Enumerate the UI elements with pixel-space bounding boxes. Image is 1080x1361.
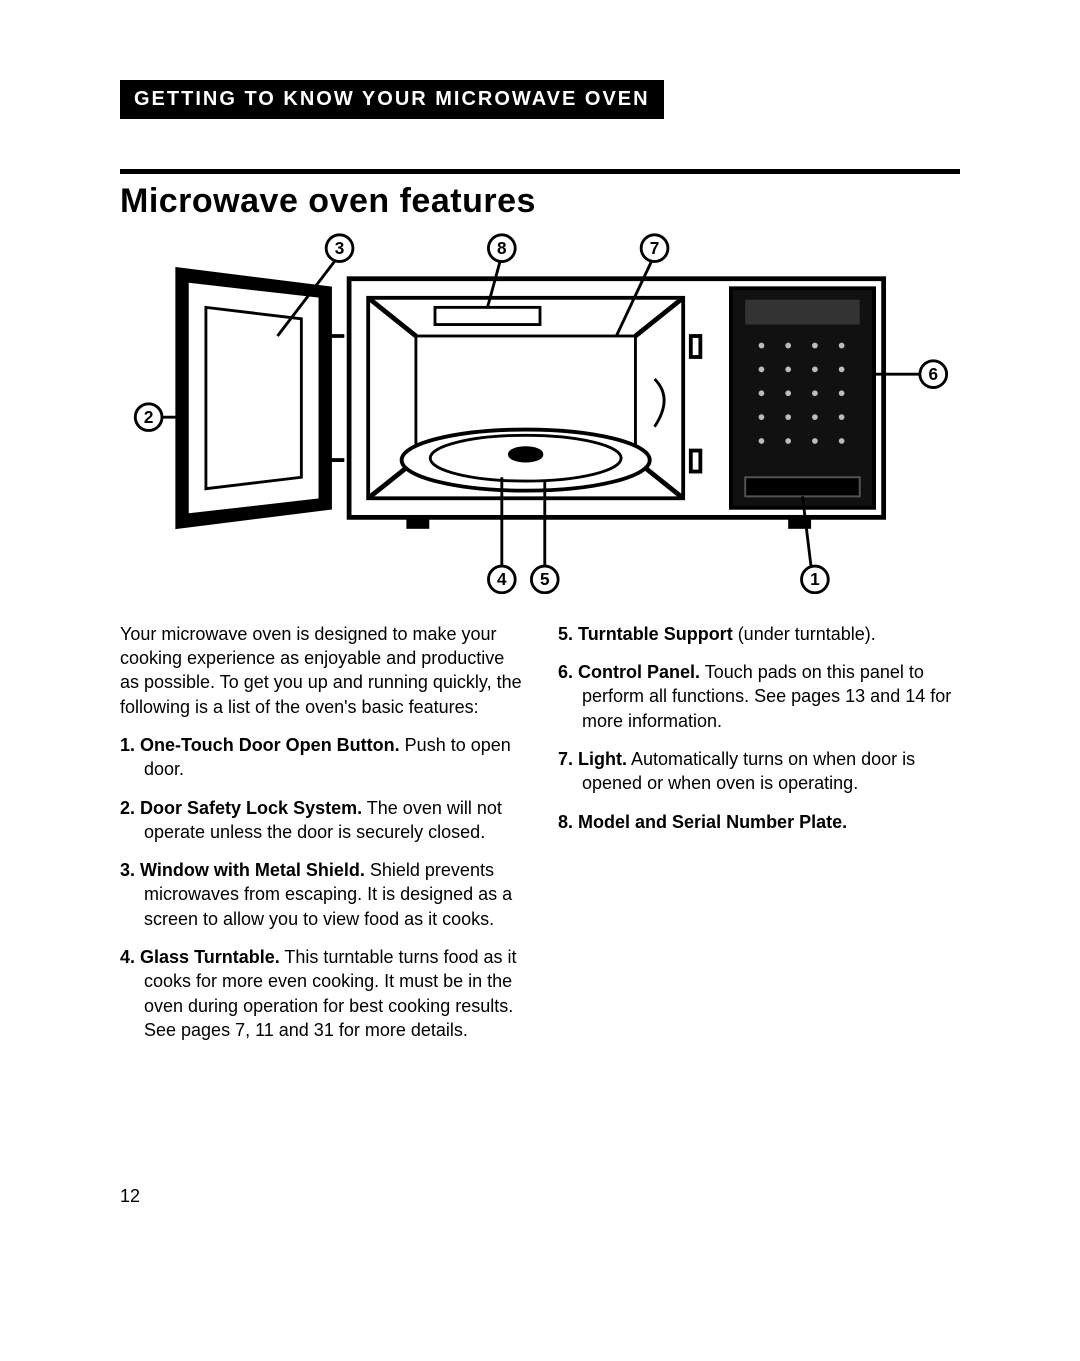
callout-3: 3 — [326, 235, 353, 262]
feature-columns: Your microwave oven is designed to make … — [120, 622, 960, 1056]
title-rule — [120, 169, 960, 174]
feature-title: Window with Metal Shield. — [140, 860, 365, 880]
feature-5: 5. Turntable Support (under turntable). — [558, 622, 960, 646]
feature-title: Control Panel. — [578, 662, 700, 682]
page-title: Microwave oven features — [120, 182, 960, 221]
feature-number: 7. — [558, 749, 573, 769]
callout-4: 4 — [488, 566, 515, 593]
feature-1: 1. One-Touch Door Open Button. Push to o… — [120, 733, 522, 782]
feature-7: 7. Light. Automatically turns on when do… — [558, 747, 960, 796]
manual-page: GETTING TO KNOW YOUR MICROWAVE OVEN Micr… — [0, 0, 1080, 1267]
feature-8: 8. Model and Serial Number Plate. — [558, 810, 960, 834]
svg-text:6: 6 — [928, 364, 938, 384]
feature-number: 6. — [558, 662, 573, 682]
microwave-diagram: 3 8 7 2 6 4 5 1 — [120, 231, 960, 594]
feature-number: 8. — [558, 812, 573, 832]
feature-number: 2. — [120, 798, 135, 818]
feature-title: One-Touch Door Open Button. — [140, 735, 400, 755]
intro-text: Your microwave oven is designed to make … — [120, 622, 522, 719]
callout-5: 5 — [531, 566, 558, 593]
feature-6: 6. Control Panel. Touch pads on this pan… — [558, 660, 960, 733]
svg-text:5: 5 — [540, 569, 550, 589]
feature-title: Model and Serial Number Plate. — [578, 812, 847, 832]
feature-title: Turntable Support — [578, 624, 733, 644]
feature-number: 5. — [558, 624, 573, 644]
callout-8: 8 — [488, 235, 515, 262]
callout-2: 2 — [135, 404, 162, 431]
feature-title: Light. — [578, 749, 627, 769]
page-number: 12 — [120, 1186, 960, 1207]
svg-text:4: 4 — [497, 569, 507, 589]
feature-number: 3. — [120, 860, 135, 880]
svg-text:8: 8 — [497, 238, 507, 258]
feature-desc: Automatically turns on when door is open… — [582, 749, 915, 793]
feature-number: 4. — [120, 947, 135, 967]
feature-3: 3. Window with Metal Shield. Shield prev… — [120, 858, 522, 931]
left-column: Your microwave oven is designed to make … — [120, 622, 522, 1056]
feature-title: Door Safety Lock System. — [140, 798, 362, 818]
feature-desc: (under turntable). — [733, 624, 876, 644]
section-banner: GETTING TO KNOW YOUR MICROWAVE OVEN — [120, 80, 664, 119]
feature-2: 2. Door Safety Lock System. The oven wil… — [120, 796, 522, 845]
svg-text:7: 7 — [650, 238, 660, 258]
callout-6: 6 — [920, 361, 947, 388]
callout-7: 7 — [641, 235, 668, 262]
feature-4: 4. Glass Turntable. This turntable turns… — [120, 945, 522, 1042]
callout-1: 1 — [802, 566, 829, 593]
right-column: 5. Turntable Support (under turntable). … — [558, 622, 960, 1056]
svg-text:2: 2 — [144, 407, 154, 427]
svg-text:3: 3 — [335, 238, 345, 258]
feature-title: Glass Turntable. — [140, 947, 280, 967]
svg-text:1: 1 — [810, 569, 820, 589]
feature-number: 1. — [120, 735, 135, 755]
